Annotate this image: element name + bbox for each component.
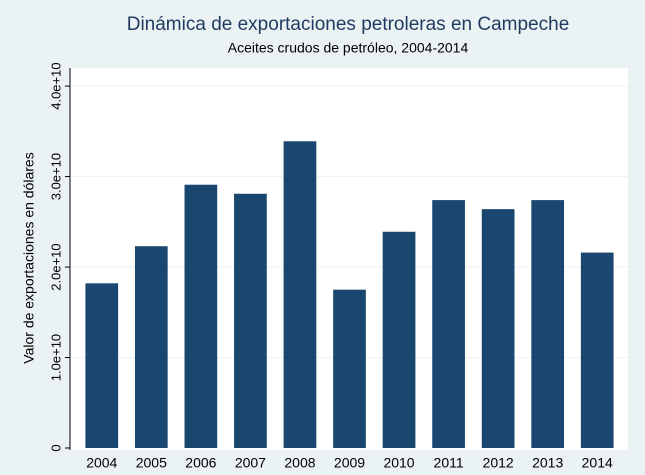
x-tick-label: 2009 — [334, 455, 365, 471]
chart-subtitle: Aceites crudos de petróleo, 2004-2014 — [228, 40, 469, 56]
bar — [382, 231, 416, 448]
y-tick-label: 4.0e+10 — [48, 62, 63, 109]
bar — [134, 246, 168, 448]
bar — [85, 283, 119, 448]
x-tick-label: 2013 — [532, 455, 563, 471]
y-tick-label: 0 — [48, 444, 63, 451]
x-tick-label: 2005 — [136, 455, 167, 471]
y-tick-label: 1.0e+10 — [48, 334, 63, 381]
bar — [283, 141, 317, 449]
bar — [580, 252, 614, 448]
bar — [531, 200, 565, 448]
bar — [432, 200, 465, 448]
x-tick-label: 2012 — [483, 455, 514, 471]
x-tick-label: 2011 — [434, 455, 464, 471]
x-tick-label: 2008 — [284, 455, 315, 471]
x-tick-label: 2006 — [185, 455, 216, 471]
bar — [234, 193, 267, 448]
y-tick-label: 2.0e+10 — [48, 243, 63, 290]
y-tick-label: 3.0e+10 — [48, 153, 63, 200]
bar — [333, 289, 366, 448]
y-axis-title: Valor de exportaciones en dólares — [21, 152, 37, 363]
x-tick-label: 2007 — [235, 455, 266, 471]
bar — [184, 184, 218, 448]
x-tick-label: 2010 — [383, 455, 414, 471]
x-tick-label: 2014 — [582, 455, 613, 471]
bar — [481, 209, 515, 448]
chart-title: Dinámica de exportaciones petroleras en … — [127, 14, 570, 35]
x-tick-label: 2004 — [86, 455, 117, 471]
